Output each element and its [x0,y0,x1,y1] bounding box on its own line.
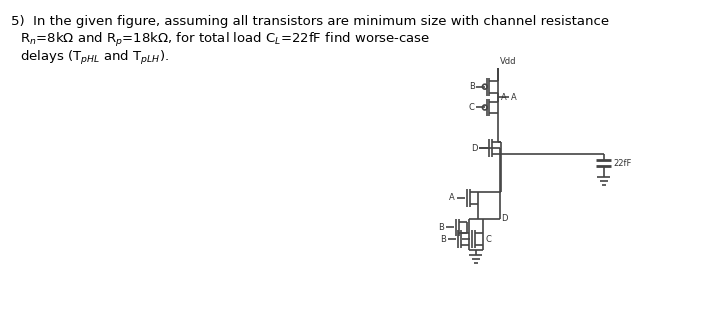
Text: C: C [486,235,492,244]
Text: D: D [502,214,508,223]
Text: B: B [469,82,474,91]
Text: 5)  In the given figure, assuming all transistors are minimum size with channel : 5) In the given figure, assuming all tra… [11,15,609,28]
Text: 22fF: 22fF [613,159,631,167]
Text: B: B [438,223,444,232]
Text: C: C [469,103,474,112]
Text: A: A [449,193,455,202]
Text: delays (T$_{pHL}$ and T$_{pLH}$).: delays (T$_{pHL}$ and T$_{pLH}$). [20,49,169,67]
Text: R$_n$=8k$\Omega$ and R$_p$=18k$\Omega$, for total load C$_L$=22fF find worse-cas: R$_n$=8k$\Omega$ and R$_p$=18k$\Omega$, … [20,31,430,49]
Text: Vdd: Vdd [500,57,516,66]
Text: A: A [500,93,506,102]
Text: B: B [440,235,446,244]
Text: D: D [471,144,477,153]
Text: A: A [510,93,516,102]
